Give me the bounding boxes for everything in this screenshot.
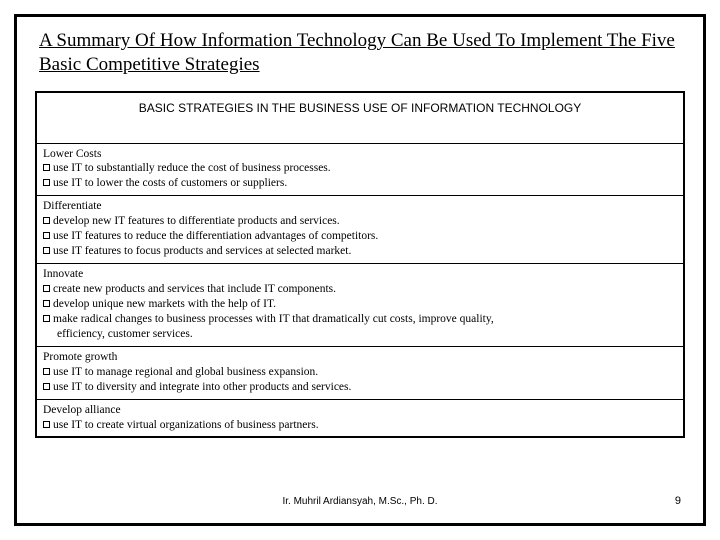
bullet-item: make radical changes to business process…	[43, 312, 677, 327]
checkbox-icon	[43, 247, 50, 254]
section-title: Develop alliance	[43, 403, 677, 418]
section-title: Innovate	[43, 267, 677, 282]
bullet-text: use IT features to focus products and se…	[53, 244, 677, 259]
bullet-item: use IT features to focus products and se…	[43, 244, 677, 259]
checkbox-icon	[43, 383, 50, 390]
section-title: Promote growth	[43, 350, 677, 365]
bullet-item: use IT to create virtual organizations o…	[43, 418, 677, 433]
checkbox-icon	[43, 179, 50, 186]
bullet-item: use IT to manage regional and global bus…	[43, 365, 677, 380]
footer-author: Ir. Muhril Ardiansyah, M.Sc., Ph. D.	[17, 496, 703, 507]
bullet-text: use IT to lower the costs of customers o…	[53, 176, 677, 191]
bullet-continuation: efficiency, customer services.	[43, 327, 677, 342]
section-differentiate: Differentiate develop new IT features to…	[37, 196, 683, 264]
bullet-text: use IT to create virtual organizations o…	[53, 418, 677, 433]
checkbox-icon	[43, 164, 50, 171]
checkbox-icon	[43, 315, 50, 322]
bullet-item: create new products and services that in…	[43, 282, 677, 297]
bullet-text: make radical changes to business process…	[53, 312, 677, 327]
section-title: Lower Costs	[43, 147, 677, 162]
bullet-text: create new products and services that in…	[53, 282, 677, 297]
bullet-text: use IT to diversity and integrate into o…	[53, 380, 677, 395]
slide-title: A Summary Of How Information Technology …	[17, 17, 703, 85]
bullet-text: use IT features to reduce the differenti…	[53, 229, 677, 244]
slide-frame: A Summary Of How Information Technology …	[14, 14, 706, 526]
bullet-item: use IT to substantially reduce the cost …	[43, 161, 677, 176]
checkbox-icon	[43, 232, 50, 239]
strategy-table: BASIC STRATEGIES IN THE BUSINESS USE OF …	[35, 91, 685, 439]
bullet-text: use IT to manage regional and global bus…	[53, 365, 677, 380]
bullet-text: use IT to substantially reduce the cost …	[53, 161, 677, 176]
checkbox-icon	[43, 217, 50, 224]
bullet-text: develop new IT features to differentiate…	[53, 214, 677, 229]
page-number: 9	[675, 495, 681, 507]
bullet-item: develop unique new markets with the help…	[43, 297, 677, 312]
section-promote-growth: Promote growth use IT to manage regional…	[37, 347, 683, 400]
bullet-text: efficiency, customer services.	[57, 327, 677, 342]
section-develop-alliance: Develop alliance use IT to create virtua…	[37, 400, 683, 437]
checkbox-icon	[43, 421, 50, 428]
checkbox-icon	[43, 285, 50, 292]
section-lower-costs: Lower Costs use IT to substantially redu…	[37, 144, 683, 197]
bullet-item: use IT to diversity and integrate into o…	[43, 380, 677, 395]
section-title: Differentiate	[43, 199, 677, 214]
section-innovate: Innovate create new products and service…	[37, 264, 683, 347]
bullet-item: use IT to lower the costs of customers o…	[43, 176, 677, 191]
table-header: BASIC STRATEGIES IN THE BUSINESS USE OF …	[37, 93, 683, 144]
bullet-text: develop unique new markets with the help…	[53, 297, 677, 312]
checkbox-icon	[43, 368, 50, 375]
checkbox-icon	[43, 300, 50, 307]
bullet-item: use IT features to reduce the differenti…	[43, 229, 677, 244]
bullet-item: develop new IT features to differentiate…	[43, 214, 677, 229]
